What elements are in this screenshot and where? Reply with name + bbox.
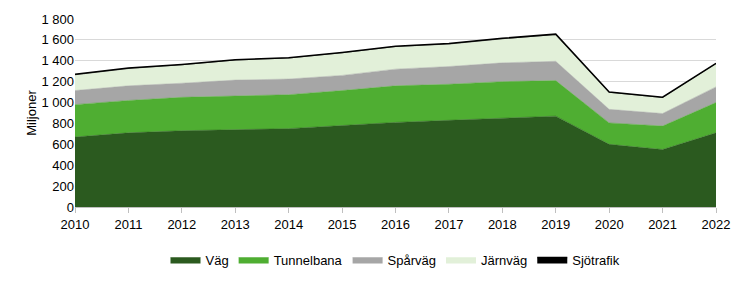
svg-text:Miljoner: Miljoner <box>24 90 39 136</box>
svg-text:2016: 2016 <box>381 217 410 232</box>
svg-text:2022: 2022 <box>702 217 731 232</box>
svg-text:Järnväg: Järnväg <box>481 253 527 268</box>
svg-text:Sjötrafik: Sjötrafik <box>572 253 619 268</box>
svg-text:1 400: 1 400 <box>41 53 74 68</box>
svg-text:0: 0 <box>67 200 74 215</box>
svg-text:Väg: Väg <box>206 253 229 268</box>
svg-text:Tunnelbana: Tunnelbana <box>274 253 343 268</box>
svg-text:Spårväg: Spårväg <box>388 253 436 268</box>
svg-text:2019: 2019 <box>541 217 570 232</box>
svg-text:2017: 2017 <box>434 217 463 232</box>
svg-text:2010: 2010 <box>61 217 90 232</box>
svg-text:2021: 2021 <box>648 217 677 232</box>
svg-text:2018: 2018 <box>488 217 517 232</box>
svg-text:800: 800 <box>52 116 74 131</box>
svg-text:2011: 2011 <box>114 217 142 232</box>
svg-text:2015: 2015 <box>328 217 357 232</box>
svg-text:1 000: 1 000 <box>41 95 74 110</box>
svg-text:400: 400 <box>52 158 74 173</box>
svg-text:1 600: 1 600 <box>41 32 74 47</box>
svg-text:2012: 2012 <box>167 217 196 232</box>
svg-text:2013: 2013 <box>221 217 250 232</box>
svg-text:1 800: 1 800 <box>41 12 74 27</box>
svg-text:2020: 2020 <box>595 217 624 232</box>
svg-text:600: 600 <box>52 137 74 152</box>
svg-text:1 200: 1 200 <box>41 74 74 89</box>
svg-text:2014: 2014 <box>274 217 303 232</box>
svg-text:200: 200 <box>52 179 74 194</box>
